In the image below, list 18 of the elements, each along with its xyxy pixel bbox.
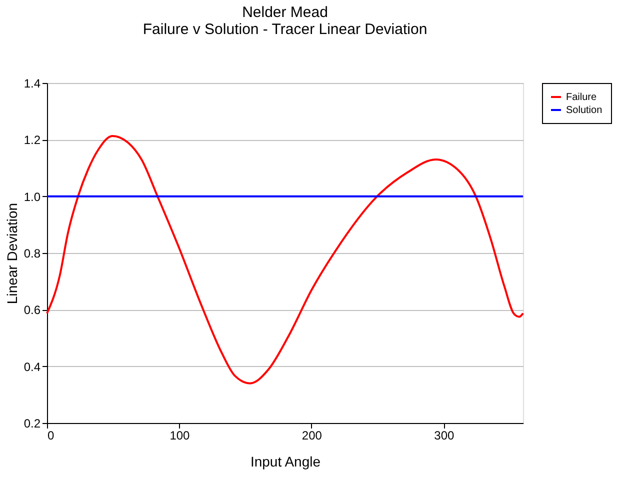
- legend-label: Failure: [566, 92, 598, 103]
- text: Failure v Solution - Tracer Linear Deviation: [142, 21, 428, 38]
- x-axis-title: Input Angle: [250, 454, 321, 470]
- x-tick-label: 100: [170, 428, 190, 442]
- line-series: [46, 134, 524, 384]
- x-tick-label: 0: [48, 428, 54, 442]
- legend-label: Solution: [566, 105, 602, 116]
- y-tick-label: 1.0: [24, 190, 41, 204]
- y-tick-label: 1.4: [24, 76, 41, 90]
- y-tick-label: 0.4: [24, 360, 41, 374]
- y-tick-label: 0.2: [24, 416, 41, 430]
- y-tick-label: 1.2: [24, 133, 41, 148]
- text: Nelder Mead: [242, 4, 328, 21]
- y-tick-label: 0.8: [24, 246, 41, 260]
- x-tick-label: 200: [302, 428, 322, 442]
- y-axis-title: Linear Deviation: [4, 202, 20, 304]
- x-tick-label: 300: [434, 428, 454, 442]
- y-tick-label: 0.6: [24, 303, 41, 318]
